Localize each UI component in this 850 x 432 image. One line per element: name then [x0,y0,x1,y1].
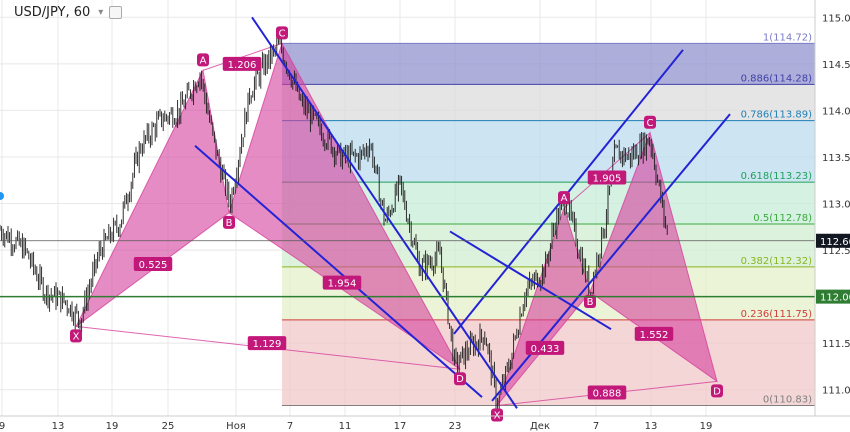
time-axis: 9 13 19 25 Ноя 7 11 17 23 Дек 7 13 19 [0,415,850,432]
ratio-label: 0.433 [531,344,560,355]
pattern-point-label: C [647,118,654,129]
time-tick-label: Дек [530,421,550,432]
pattern-point-marker [70,329,82,343]
pattern-point-marker [223,215,235,229]
ratio-label: 1.552 [640,330,669,341]
pattern-point-marker [454,372,466,386]
ratio-label: 1.206 [228,60,257,71]
ratio-label-bg [222,56,262,71]
fib-level-label: 1(114.72) [763,32,812,43]
pattern-labels: XABCD0.5251.2061.9541.129XABCD0.4331.905… [70,26,723,422]
pattern-point-label: D [456,374,464,385]
fib-level-label: 0.236(111.75) [741,309,813,320]
pattern-point-label: B [587,297,594,308]
price-badge [816,289,850,304]
ratio-label-bg [322,275,362,290]
fib-level-label: 0(110.83) [763,395,812,406]
fib-level-label: 0.382(112.32) [741,256,813,267]
price-candles [0,31,668,414]
ratio-label: 0.525 [139,260,168,271]
time-tick-label: 7 [287,421,293,432]
pattern-point-marker [491,408,503,422]
trend-line[interactable] [251,16,518,409]
price-tick-label: 111.00 [822,386,850,397]
time-tick-label: 13 [645,421,658,432]
chart-header: USD/JPY, 60 ▾ [0,0,123,24]
chevron-down-icon[interactable]: ▾ [98,6,104,18]
time-tick-label: 9 [0,421,5,432]
fib-level-label: 0.5(112.78) [753,213,812,224]
ratio-label-bg [587,170,627,185]
price-tick-label: 112.50 [822,246,850,257]
symbol-label: USD/JPY, 60 [14,4,91,20]
pattern-point-label: A [200,55,207,66]
pattern-point-marker [558,191,570,205]
pattern-point-label: C [279,28,286,39]
ratio-label-bg [525,340,565,355]
fib-band [282,43,815,85]
pattern-point-marker [584,294,596,308]
harmonic-patterns [75,42,718,407]
fib-level-label: 0.786(113.89) [741,110,813,121]
price-tick-label: 114.50 [822,60,850,71]
time-tick-label: Ноя [226,421,246,432]
price-tick-label: 111.50 [822,339,850,350]
pattern-point-label: B [226,218,233,229]
price-tick-label: 113.00 [822,200,850,211]
pattern-point-marker [276,26,288,40]
trend-line[interactable] [194,145,483,398]
settings-icon[interactable] [109,5,123,19]
pattern-point-label: A [561,193,568,204]
price-lines [0,240,815,298]
scroll-handle-icon[interactable] [0,192,4,200]
price-axis: 115.00114.50114.00113.50113.00112.50112.… [814,0,850,416]
trend-line[interactable] [449,230,612,331]
price-badge-label: 112.60 [820,237,850,248]
fib-level-label: 0.618(113.23) [741,171,813,182]
time-tick-label: 7 [593,421,599,432]
fib-band [282,84,815,121]
time-tick-label: 19 [700,421,713,432]
time-tick-label: 25 [162,421,175,432]
time-tick-label: 13 [52,421,65,432]
pattern-point-marker [644,115,656,129]
fib-band [282,120,815,183]
pattern-bcd-triangle [228,42,461,370]
ratio-label-bg [634,326,674,341]
time-tick-label: 23 [449,421,462,432]
price-tick-label: 113.50 [822,153,850,164]
time-tick-label: 17 [394,421,407,432]
ratio-label-bg [133,257,173,272]
time-tick-label: 19 [106,421,119,432]
time-tick-label: 11 [339,421,352,432]
pattern-point-marker [711,384,723,398]
ratio-label-bg [247,336,287,351]
fib-level-label: 0.886(114.28) [741,73,813,84]
price-tick-label: 114.00 [822,106,850,117]
ratio-label-bg [587,385,627,400]
ratio-label: 1.129 [253,339,282,350]
price-tick-label: 115.00 [822,13,850,24]
price-badge [816,233,850,248]
ratio-label: 1.905 [593,173,622,184]
pattern-point-label: X [73,331,80,342]
pattern-point-label: D [713,386,721,397]
ratio-label: 1.954 [328,279,357,290]
price-badge-label: 112.00 [820,293,850,304]
ratio-label: 0.888 [593,389,622,400]
pattern-point-marker [197,53,209,67]
